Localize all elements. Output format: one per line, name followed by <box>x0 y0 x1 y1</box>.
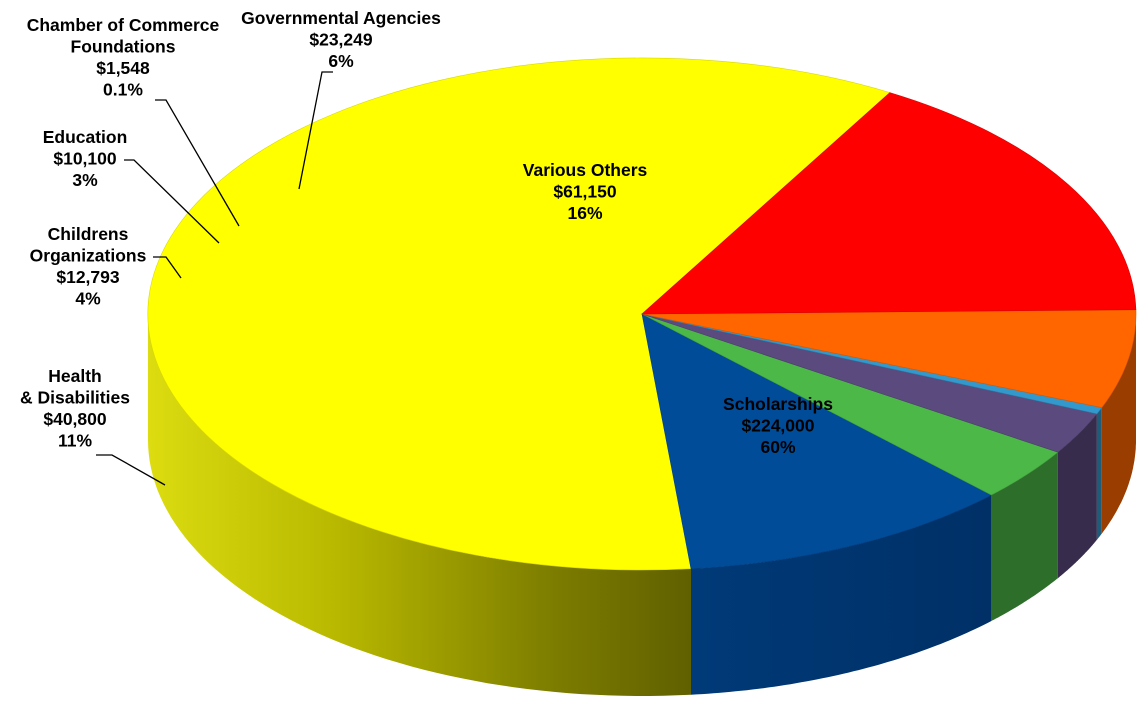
leader-line-governmental-agencies <box>298 71 333 190</box>
slice-category-label: Governmental Agencies <box>241 8 441 28</box>
slice-amount-label: $224,000 <box>742 416 815 436</box>
slice-side-health-disabilities <box>691 495 992 695</box>
slice-amount-label: $12,793 <box>56 267 120 287</box>
slice-category-label: Childrens <box>48 224 129 244</box>
slice-side-scholarships <box>148 314 691 696</box>
slice-category-label: Foundations <box>71 37 176 57</box>
slice-health-disabilities <box>641 313 993 570</box>
slice-amount-label: $10,100 <box>53 149 117 169</box>
slice-category-label: Health <box>48 366 101 386</box>
leader-line-health-disabilities <box>96 454 166 486</box>
slice-percent-label: 60% <box>760 437 795 457</box>
slice-percent-label: 11% <box>58 431 92 451</box>
slice-side-childrens-organizations <box>991 452 1058 621</box>
slice-category-label: Scholarships <box>723 394 833 414</box>
leader-line-childrens-organizations <box>153 256 182 279</box>
slice-percent-label: 3% <box>72 170 98 190</box>
slice-side-education <box>1057 413 1097 579</box>
leader-line-education <box>124 159 220 244</box>
slice-side-governmental-agencies <box>1101 314 1136 534</box>
slice-amount-label: $1,548 <box>96 58 150 78</box>
slice-scholarships <box>147 57 891 571</box>
slice-amount-label: $61,150 <box>553 182 617 202</box>
slice-governmental-agencies <box>641 309 1137 408</box>
leader-line-chamber-of-commerce-foundations <box>155 99 240 227</box>
slice-percent-label: 6% <box>328 51 354 71</box>
slice-category-label: Various Others <box>523 160 648 180</box>
slice-amount-label: $40,800 <box>43 409 107 429</box>
slice-various-others <box>641 92 1137 315</box>
slice-percent-label: 16% <box>567 203 602 223</box>
slice-amount-label: $23,249 <box>309 30 373 50</box>
slice-category-label: Organizations <box>30 246 147 266</box>
slice-side-chamber-of-commerce-foundations <box>1096 407 1102 540</box>
slice-category-label: & Disabilities <box>20 388 130 408</box>
slices-layer <box>147 57 1137 696</box>
slice-category-label: Education <box>43 127 128 147</box>
slice-category-label: Chamber of Commerce <box>27 15 220 35</box>
slice-percent-label: 4% <box>75 289 101 309</box>
slice-percent-label: 0.1% <box>103 80 143 100</box>
leader-lines <box>96 71 333 486</box>
